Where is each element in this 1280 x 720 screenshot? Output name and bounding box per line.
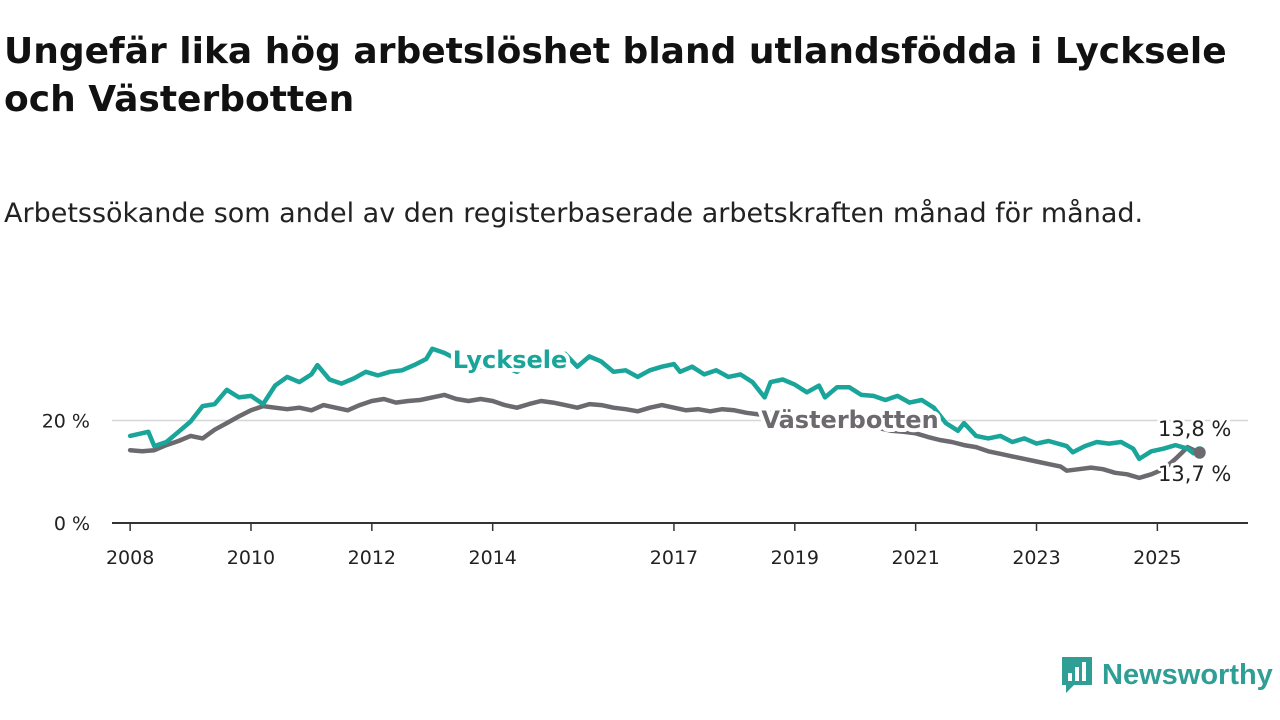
newsworthy-logo-icon [1062, 657, 1092, 693]
end-value-label-vasterbotten: 13,7 % [1158, 462, 1231, 486]
chart-title: Ungefär lika hög arbetslöshet bland utla… [4, 31, 1227, 120]
y-tick-label: 0 % [54, 513, 90, 535]
x-tick-label: 2019 [771, 547, 819, 569]
series-label-halo-lycksele: Lycksele [453, 346, 568, 374]
x-tick-label: 2023 [1012, 547, 1060, 569]
x-tick-label: 2017 [650, 547, 698, 569]
series-line-vasterbotten [127, 392, 1202, 481]
brand: Newsworthy [1060, 654, 1273, 696]
series-label-vasterbotten: Västerbotten [761, 406, 938, 434]
series-line-lycksele [127, 346, 1202, 462]
x-tick-label: 2014 [469, 547, 517, 569]
series-label-halo-vasterbotten: Västerbotten [761, 406, 938, 434]
label-layer: LyckseleLyckseleVästerbottenVästerbotten… [449, 342, 1235, 489]
y-tick-label: 20 % [42, 411, 90, 433]
x-tick-label: 2010 [227, 547, 275, 569]
chart-subtitle: Arbetssökande som andel av den registerb… [4, 198, 1144, 229]
x-tick-label: 2012 [348, 547, 396, 569]
x-tick-label: 2021 [891, 547, 939, 569]
end-value-label-lycksele: 13,8 % [1158, 417, 1231, 441]
series-endpoint-vasterbotten [1193, 446, 1206, 459]
brand-name: Newsworthy [1102, 658, 1273, 691]
axis-layer: 0 % 20 % 2008 2010 2012 2014 2017 2019 2021 2023 2… [42, 411, 1248, 569]
x-tick-label: 2008 [106, 547, 154, 569]
series-label-lycksele: Lycksele [453, 346, 568, 374]
series-layer [127, 346, 1206, 481]
x-tick-label: 2025 [1133, 547, 1181, 569]
end-value-halo-vasterbotten: 13,7 % [1158, 462, 1231, 486]
end-value-halo-lycksele: 13,8 % [1158, 417, 1231, 441]
